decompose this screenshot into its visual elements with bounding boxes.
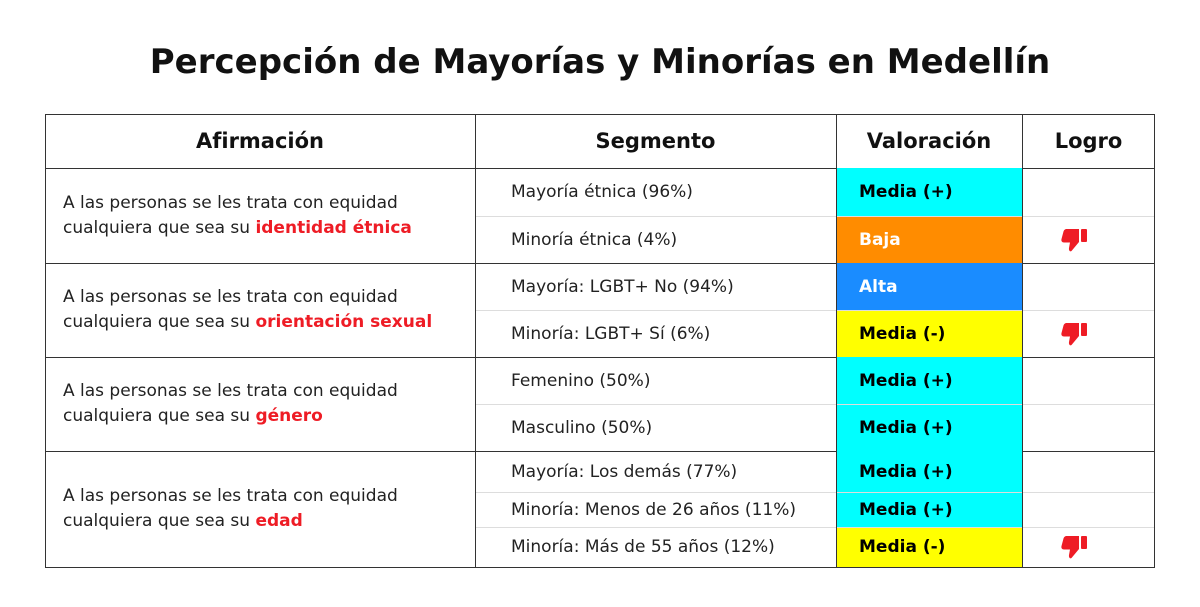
statement-highlight: orientación sexual bbox=[255, 312, 433, 332]
segment: Mayoría: Los demás (77%) bbox=[511, 461, 738, 482]
thumbs-down-svg bbox=[1061, 536, 1087, 559]
row-border bbox=[45, 451, 1155, 452]
sub-row-border bbox=[476, 404, 1155, 405]
page-title: Percepción de Mayorías y Minorías en Med… bbox=[149, 42, 1051, 82]
column-border bbox=[836, 114, 837, 567]
rating: Media (+) bbox=[837, 357, 1022, 404]
thumbs-down-icon bbox=[1060, 227, 1088, 253]
rating: Media (-) bbox=[837, 527, 1022, 567]
statement-highlight: edad bbox=[255, 511, 303, 531]
statement: A las personas se les trata con equidad … bbox=[45, 451, 475, 567]
segment: Minoría: LGBT+ Sí (6%) bbox=[511, 323, 711, 344]
sub-row-border bbox=[476, 310, 1155, 311]
statement-text: A las personas se les trata con equidad … bbox=[63, 379, 475, 429]
segment: Mayoría: LGBT+ No (94%) bbox=[511, 276, 734, 297]
statement: A las personas se les trata con equidad … bbox=[45, 357, 475, 451]
thumbs-down-icon bbox=[1060, 321, 1088, 347]
segment: Femenino (50%) bbox=[511, 370, 651, 391]
thumbs-down-svg bbox=[1061, 322, 1087, 345]
statement: A las personas se les trata con equidad … bbox=[45, 263, 475, 357]
segment: Minoría: Más de 55 años (12%) bbox=[511, 537, 775, 557]
column-border bbox=[475, 114, 476, 567]
sub-row-border bbox=[476, 216, 1155, 217]
sub-row-border bbox=[476, 492, 1155, 493]
segment: Mayoría étnica (96%) bbox=[511, 182, 693, 202]
rating: Media (-) bbox=[837, 310, 1022, 357]
statement-prefix: A las personas se les trata con equidad … bbox=[63, 381, 398, 426]
row-border bbox=[45, 168, 1155, 169]
statement: A las personas se les trata con equidad … bbox=[45, 168, 475, 263]
column-header: Valoración bbox=[866, 129, 992, 153]
segment: Masculino (50%) bbox=[511, 417, 653, 438]
statement-prefix: A las personas se les trata con equidad … bbox=[63, 192, 398, 238]
rating: Alta bbox=[837, 263, 1022, 310]
row-border bbox=[45, 263, 1155, 264]
thumbs-down-icon bbox=[1060, 534, 1088, 560]
statement-text: A las personas se les trata con equidad … bbox=[63, 191, 475, 241]
rating: Media (+) bbox=[837, 451, 1022, 492]
sub-row-border bbox=[476, 527, 1155, 528]
thumbs-down-svg bbox=[1061, 228, 1087, 251]
segment: Minoría: Menos de 26 años (11%) bbox=[511, 499, 796, 520]
column-header: Logro bbox=[1054, 129, 1123, 153]
column-header: Segmento bbox=[595, 129, 716, 153]
rating: Media (+) bbox=[837, 492, 1022, 527]
statement-text: A las personas se les trata con equidad … bbox=[63, 285, 475, 335]
rating: Media (+) bbox=[837, 404, 1022, 451]
statement-highlight: género bbox=[255, 406, 323, 426]
segment: Minoría étnica (4%) bbox=[511, 229, 678, 250]
statement-text: A las personas se les trata con equidad … bbox=[63, 484, 475, 534]
row-border bbox=[45, 357, 1155, 358]
statement-prefix: A las personas se les trata con equidad … bbox=[63, 486, 398, 531]
statement-highlight: identidad étnica bbox=[255, 217, 412, 238]
rating: Baja bbox=[837, 216, 1022, 263]
column-header: Afirmación bbox=[195, 129, 325, 153]
statement-prefix: A las personas se les trata con equidad … bbox=[63, 287, 398, 332]
rating: Media (+) bbox=[837, 168, 1022, 216]
table-border bbox=[45, 114, 1155, 568]
column-border bbox=[1022, 114, 1023, 567]
